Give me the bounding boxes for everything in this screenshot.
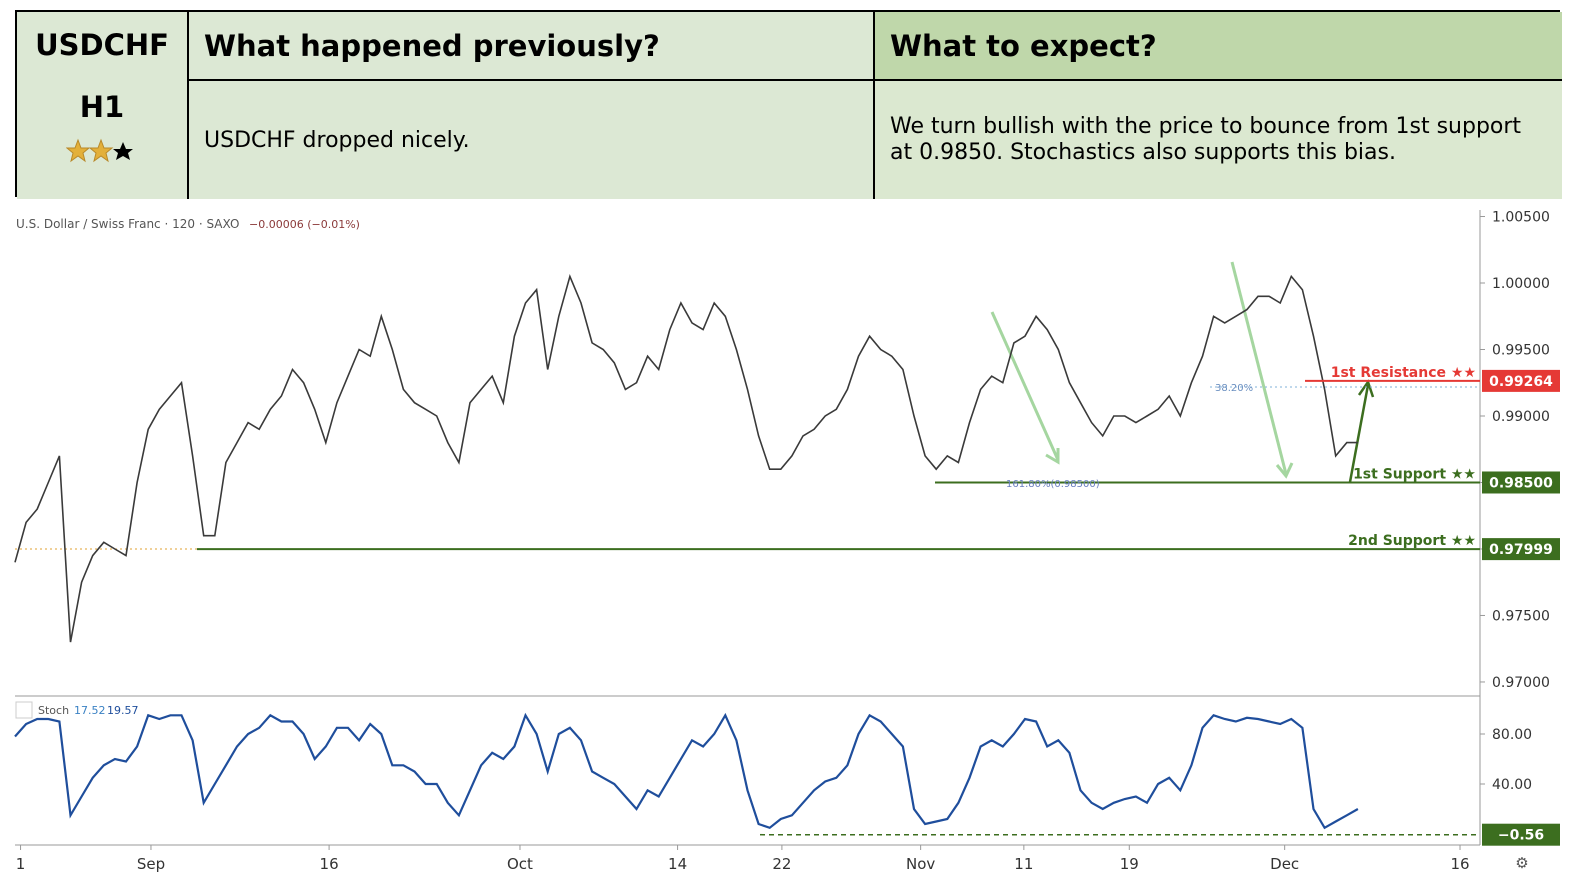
indicator-value: 19.57	[107, 704, 139, 717]
indicator-value: 17.52	[74, 704, 106, 717]
stoch-line	[14, 712, 1359, 830]
level-name: 1st Resistance ★★	[1331, 365, 1476, 381]
price-tag	[1482, 471, 1560, 494]
x-tick-label: 16	[1450, 855, 1469, 873]
header-table: USDCHF H1 What happened previously? What…	[15, 10, 1562, 199]
price-tag-label: −0.56	[1498, 828, 1544, 844]
x-tick-label: 1	[16, 855, 26, 873]
x-tick-label: 14	[668, 855, 687, 873]
chart-change: −0.00006 (−0.01%)	[249, 218, 360, 231]
symbol: USDCHF	[35, 28, 169, 62]
price-tag	[1482, 823, 1560, 846]
level-name: 2nd Support ★★	[1348, 533, 1476, 549]
timeframe: H1	[79, 90, 125, 124]
price-tag	[1482, 538, 1560, 561]
expect-title: What to expect?	[875, 12, 1562, 81]
y-tick-label: 0.97500	[1492, 608, 1550, 624]
collapse-button[interactable]	[15, 701, 33, 719]
previous-title: What happened previously?	[189, 12, 875, 81]
x-tick-label: Sep	[137, 855, 165, 873]
previous-text: USDCHF dropped nicely.	[189, 81, 875, 199]
x-tick-label: 22	[772, 855, 791, 873]
chart-title: U.S. Dollar / Swiss Franc · 120 · SAXO	[16, 217, 239, 231]
symbol-cell: USDCHF H1	[17, 12, 189, 199]
expect-text: We turn bullish with the price to bounce…	[875, 81, 1562, 199]
y-tick-label: 0.99500	[1492, 343, 1550, 359]
rating-stars	[66, 138, 133, 163]
y-tick-label: 1.00000	[1492, 276, 1550, 292]
x-tick-label: Dec	[1270, 855, 1299, 873]
fib-label: 38.20%	[1215, 383, 1253, 394]
x-tick-label: 16	[320, 855, 339, 873]
settings-icon[interactable]: ⚙	[1515, 854, 1528, 872]
y-tick-label: 1.00500	[1492, 210, 1550, 226]
price-tag-label: 0.98500	[1489, 475, 1553, 491]
x-tick-label: 19	[1120, 855, 1139, 873]
y-tick-label: 40.00	[1492, 777, 1532, 793]
y-tick-label: 0.97000	[1492, 675, 1550, 691]
price-tag-label: 0.99264	[1489, 374, 1553, 390]
price-tag	[1482, 369, 1560, 392]
x-tick-label: Nov	[906, 855, 935, 873]
level-name: 1st Support ★★	[1353, 466, 1476, 482]
price-tag-label: 0.97999	[1489, 542, 1553, 558]
x-tick-label: 11	[1014, 855, 1033, 873]
price-line	[14, 273, 1358, 643]
y-tick-label: 80.00	[1492, 727, 1532, 743]
fib-label: 161.80%(0.98500)	[1006, 479, 1100, 490]
swing-arrows	[990, 261, 1294, 479]
projection-arrow	[1348, 379, 1375, 483]
indicator-name: Stoch	[38, 704, 69, 717]
x-tick-label: Oct	[507, 855, 533, 873]
y-tick-label: 0.99000	[1492, 409, 1550, 425]
